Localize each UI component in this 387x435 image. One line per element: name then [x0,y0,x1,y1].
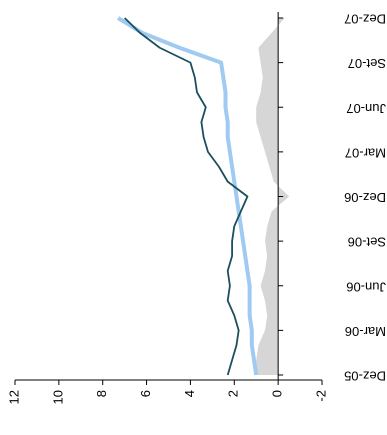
y-tick-label: 12 [6,390,21,404]
x-tick-label: Jun-07 [346,101,386,116]
y-tick-label: -2 [313,390,328,402]
x-tick-label: Dez-05 [344,369,386,384]
y-tick-label: 8 [94,390,109,397]
y-tick-label: 6 [138,390,153,397]
area [256,18,290,375]
x-tick-label: Mar-07 [345,145,386,160]
y-tick-label: 2 [226,390,241,397]
x-tick-label: Set-07 [348,56,386,71]
x-tick-label: Jun-06 [346,279,386,294]
rotated-plot: -2 0 2 4 6 8 10 12 Dez-05 Mar-06 Jun-06 Set-06 Dez-0… [6,12,386,405]
y-tick-label: 10 [50,390,65,404]
x-tick-label: Set-06 [348,235,386,250]
x-tick-label: Mar-06 [345,324,386,339]
line [117,16,259,376]
y-tick-label: 0 [270,390,285,397]
x-tick-label: Dez-07 [344,12,386,27]
x-tick-label: Dez-06 [344,190,386,205]
y-tick-label: 4 [182,390,197,397]
line [124,17,249,376]
